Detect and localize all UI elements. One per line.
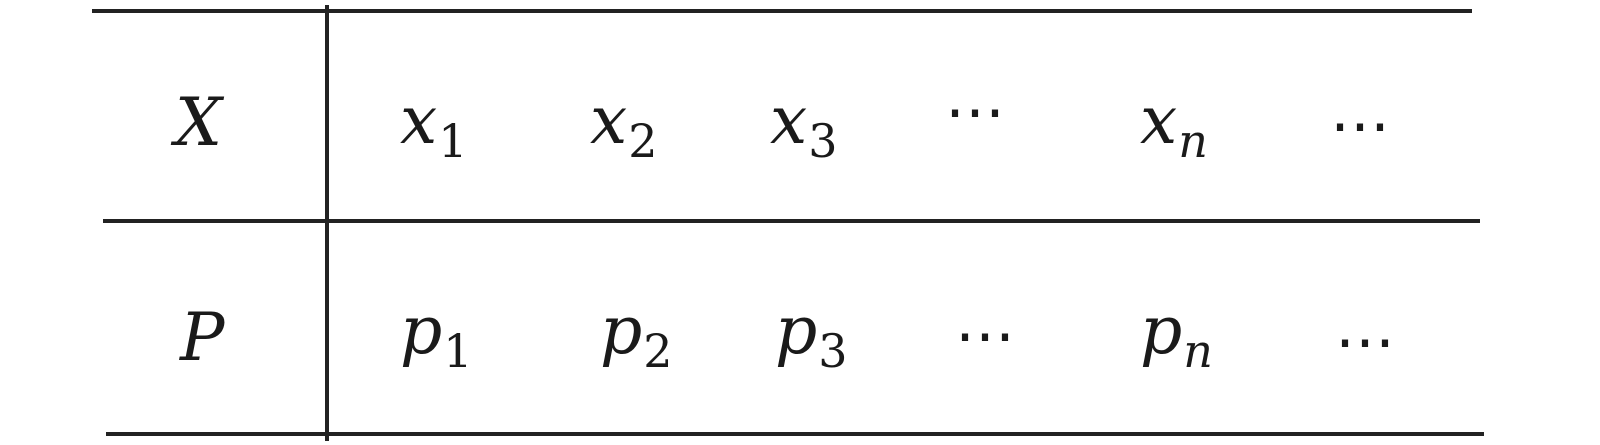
table-vertical-rule: [325, 5, 329, 441]
value-cell: p3: [775, 298, 848, 375]
value-cell: pn: [1140, 298, 1213, 375]
table-top-rule: [92, 9, 1472, 13]
cell-base: x: [400, 82, 438, 159]
value-cell: x2: [590, 88, 658, 165]
cell-subscript: 3: [808, 114, 838, 168]
table-bottom-rule: [106, 432, 1484, 436]
value-cell: p1: [400, 298, 473, 375]
cell-subscript: 1: [438, 114, 468, 168]
ellipsis-cell: ⋯: [1335, 307, 1395, 377]
row-label-x: X: [175, 84, 222, 161]
cell-subscript: 1: [443, 324, 473, 378]
table-middle-rule: [103, 219, 1480, 223]
value-cell: xn: [1140, 88, 1208, 165]
cell-base: x: [770, 82, 808, 159]
value-cell: p2: [600, 298, 673, 375]
value-cell: x1: [400, 88, 468, 165]
cell-subscript: 2: [628, 114, 658, 168]
ellipsis-cell: ⋯: [945, 77, 1005, 147]
cell-subscript: 3: [818, 324, 848, 378]
cell-subscript: n: [1178, 114, 1208, 168]
cell-subscript: n: [1183, 324, 1213, 378]
value-cell: x3: [770, 88, 838, 165]
cell-base: p: [400, 292, 443, 369]
ellipsis-cell: ⋯: [955, 301, 1015, 371]
cell-base: x: [1140, 82, 1178, 159]
ellipsis-cell: ⋯: [1330, 91, 1390, 161]
cell-base: p: [775, 292, 818, 369]
cell-base: x: [590, 82, 628, 159]
cell-base: p: [1140, 292, 1183, 369]
row-label-p: P: [180, 299, 225, 376]
cell-subscript: 2: [643, 324, 673, 378]
cell-base: p: [600, 292, 643, 369]
